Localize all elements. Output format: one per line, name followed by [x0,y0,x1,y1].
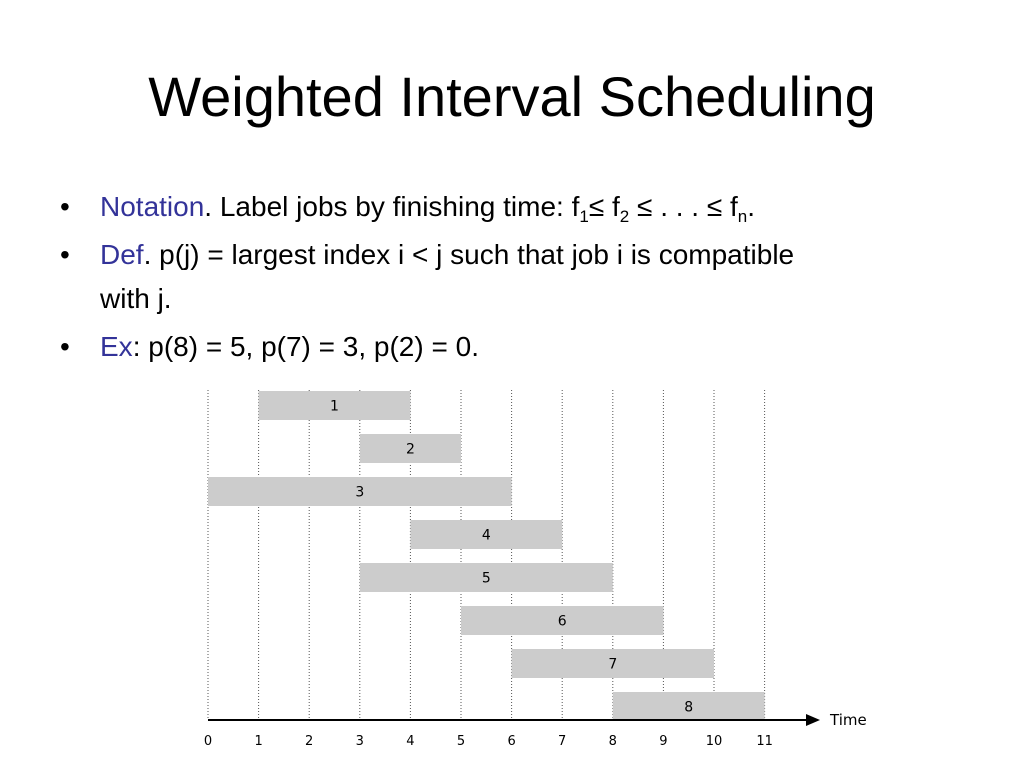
bullet-list: • Notation. Label jobs by finishing time… [60,185,960,373]
job-label-7: 7 [608,657,617,673]
job-label-4: 4 [482,528,491,544]
slide-title: Weighted Interval Scheduling [148,65,876,128]
job-label-8: 8 [684,700,693,716]
bullet-dot: • [60,331,70,362]
job-bar-3 [208,477,512,506]
x-tick-label: 6 [507,734,515,749]
bullet-dot: • [60,191,70,222]
job-bar-5 [359,563,613,592]
job-bar-7 [511,649,714,678]
x-tick-label: 9 [659,734,667,749]
x-tick-label: 8 [609,734,617,749]
job-bar-2 [359,434,461,463]
subscript-1: 1 [579,207,589,226]
job-bar-8 [612,692,765,721]
keyword-def: Def [100,239,144,270]
example-text: : p(8) = 5, p(7) = 3, p(2) = 0. [132,331,479,362]
bullet-example: • Ex: p(8) = 5, p(7) = 3, p(2) = 0. [60,325,960,369]
x-tick-label: 1 [254,734,262,749]
x-tick-label: 10 [706,734,723,749]
notation-text-d: . [747,191,756,222]
def-text-line2: with j. [100,283,172,314]
bullet-notation: • Notation. Label jobs by finishing time… [60,185,960,229]
x-axis-arrow [806,714,820,726]
job-label-5: 5 [482,571,491,587]
job-label-1: 1 [330,399,339,415]
x-tick-label: 4 [406,734,414,749]
notation-text-b: ≤ f [588,191,620,222]
job-bar-1 [258,391,411,420]
x-tick-label: 2 [305,734,313,749]
keyword-notation: Notation [100,191,205,222]
job-bar-4 [410,520,563,549]
x-tick-label: 7 [558,734,566,749]
notation-text-c: ≤ . . . ≤ f [629,191,738,222]
x-tick-label: 0 [204,734,212,749]
bullet-dot: • [60,239,70,270]
job-label-2: 2 [406,442,415,458]
x-tick-label: 3 [356,734,364,749]
job-label-3: 3 [355,485,364,501]
job-bar-6 [461,606,664,635]
def-text-line1: . p(j) = largest index i < j such that j… [143,239,795,270]
notation-text-a: . Label jobs by finishing time: f [204,191,580,222]
keyword-ex: Ex [100,331,133,362]
bullet-def: • Def. p(j) = largest index i < j such t… [60,233,960,321]
x-tick-label: 11 [756,734,773,749]
x-tick-label: 5 [457,734,465,749]
subscript-2: 2 [619,207,630,226]
subscript-n: n [737,207,748,226]
x-axis-label: Time [829,711,867,729]
job-label-6: 6 [558,614,567,630]
